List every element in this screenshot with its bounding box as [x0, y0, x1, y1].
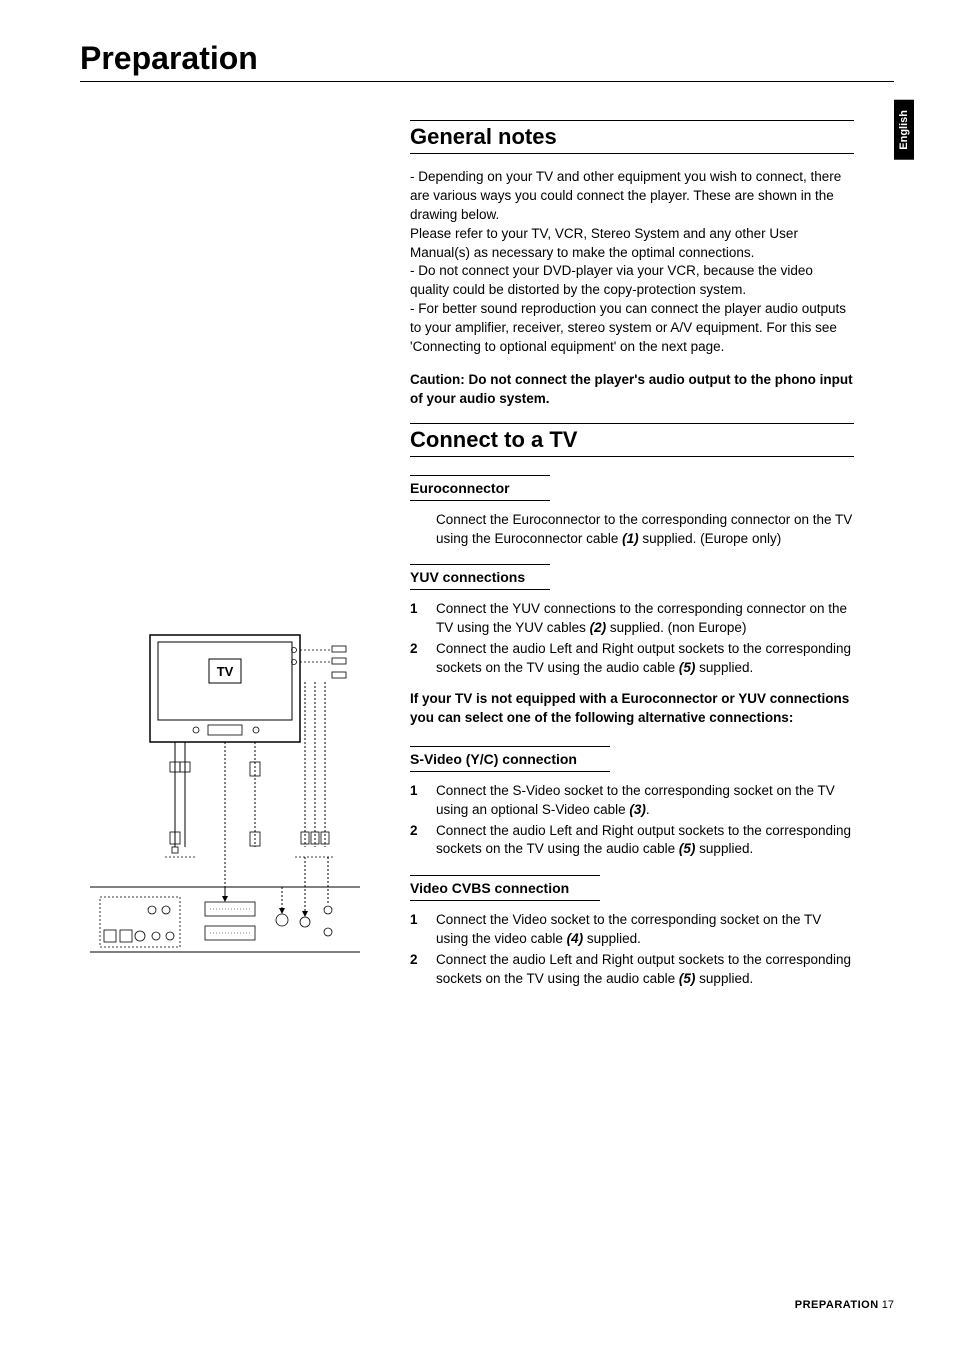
- alt-note: If your TV is not equipped with a Euroco…: [410, 690, 854, 728]
- s: .: [646, 802, 650, 817]
- item-num: 1: [410, 911, 436, 949]
- right-column: General notes - Depending on your TV and…: [410, 112, 894, 1001]
- t: Connect the audio Left and Right output …: [436, 641, 851, 675]
- page-title: Preparation: [80, 40, 894, 82]
- euroconnector-text: Connect the Euroconnector to the corresp…: [436, 511, 854, 549]
- r: (5): [679, 841, 696, 856]
- r: (3): [629, 802, 646, 817]
- item-text: Connect the YUV connections to the corre…: [436, 600, 854, 638]
- footer-page-number: 17: [882, 1299, 894, 1311]
- s: supplied. (non Europe): [606, 620, 746, 635]
- item-text: Connect the Video socket to the correspo…: [436, 911, 854, 949]
- section-general-notes: General notes: [410, 120, 854, 154]
- euro-suffix: supplied. (Europe only): [639, 531, 782, 546]
- list-item: 2 Connect the audio Left and Right outpu…: [410, 822, 854, 860]
- gn-p3: - For better sound reproduction you can …: [410, 301, 846, 354]
- list-item: 1 Connect the S-Video socket to the corr…: [410, 782, 854, 820]
- item-num: 2: [410, 640, 436, 678]
- item-text: Connect the S-Video socket to the corres…: [436, 782, 854, 820]
- list-item: 1 Connect the YUV connections to the cor…: [410, 600, 854, 638]
- yuv-list: 1 Connect the YUV connections to the cor…: [410, 600, 854, 678]
- item-num: 1: [410, 600, 436, 638]
- content-area: TV: [80, 112, 894, 1001]
- item-num: 1: [410, 782, 436, 820]
- euro-ref: (1): [622, 531, 639, 546]
- caution-text: Caution: Do not connect the player's aud…: [410, 371, 854, 409]
- left-column: TV: [80, 112, 380, 1001]
- cvbs-list: 1 Connect the Video socket to the corres…: [410, 911, 854, 989]
- item-num: 2: [410, 951, 436, 989]
- t: Connect the audio Left and Right output …: [436, 823, 851, 857]
- sub-yuv: YUV connections: [410, 564, 550, 590]
- item-text: Connect the audio Left and Right output …: [436, 951, 854, 989]
- list-item: 2 Connect the audio Left and Right outpu…: [410, 951, 854, 989]
- s: supplied.: [695, 841, 753, 856]
- sub-svideo: S-Video (Y/C) connection: [410, 746, 610, 772]
- item-text: Connect the audio Left and Right output …: [436, 640, 854, 678]
- list-item: 1 Connect the Video socket to the corres…: [410, 911, 854, 949]
- gn-p2: - Do not connect your DVD-player via you…: [410, 263, 813, 297]
- gn-p1: Please refer to your TV, VCR, Stereo Sys…: [410, 226, 798, 260]
- r: (4): [567, 931, 584, 946]
- t: Connect the audio Left and Right output …: [436, 952, 851, 986]
- connection-diagram: TV: [80, 632, 370, 992]
- section-connect-tv: Connect to a TV: [410, 423, 854, 457]
- gn-p0: - Depending on your TV and other equipme…: [410, 169, 841, 222]
- item-num: 2: [410, 822, 436, 860]
- s: supplied.: [695, 660, 753, 675]
- r: (5): [679, 971, 696, 986]
- svideo-list: 1 Connect the S-Video socket to the corr…: [410, 782, 854, 860]
- list-item: 2 Connect the audio Left and Right outpu…: [410, 640, 854, 678]
- sub-cvbs: Video CVBS connection: [410, 875, 600, 901]
- s: supplied.: [583, 931, 641, 946]
- s: supplied.: [695, 971, 753, 986]
- r: (2): [590, 620, 607, 635]
- svg-text:TV: TV: [217, 664, 234, 679]
- r: (5): [679, 660, 696, 675]
- footer-label: PREPARATION: [795, 1299, 879, 1311]
- language-tab: English: [894, 100, 914, 160]
- page-footer: PREPARATION 17: [795, 1299, 894, 1311]
- item-text: Connect the audio Left and Right output …: [436, 822, 854, 860]
- sub-euroconnector: Euroconnector: [410, 475, 550, 501]
- general-notes-text: - Depending on your TV and other equipme…: [410, 168, 854, 357]
